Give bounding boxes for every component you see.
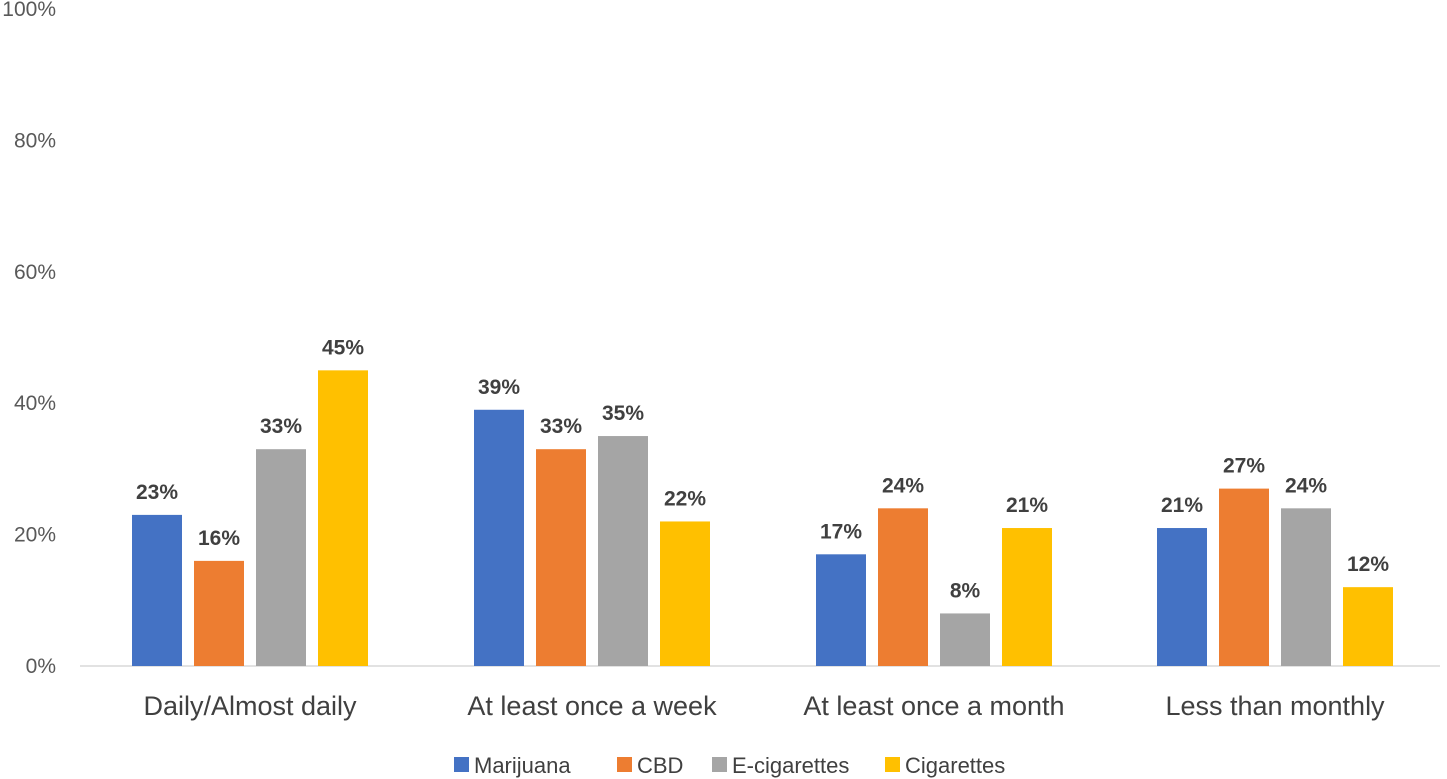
- data-label-cbd-less-than-monthly: 27%: [1223, 455, 1265, 478]
- legend: Marijuana CBD E-cigarettes Cigarettes: [454, 753, 1005, 778]
- data-label-marijuana-less-than-monthly: 21%: [1161, 494, 1203, 517]
- data-label-cbd-daily-almost-daily: 16%: [198, 527, 240, 550]
- legend-label-marijuana: Marijuana: [474, 753, 571, 778]
- bar-cbd-daily-almost-daily: [194, 560, 244, 666]
- data-label-marijuana-daily-almost-daily: 23%: [136, 481, 178, 504]
- bar-e-cigarettes-at-least-once-a-week: [598, 436, 648, 666]
- y-tick-label-80: 80%: [14, 129, 56, 152]
- bar-marijuana-at-least-once-a-week: [474, 409, 524, 666]
- x-tick-label-at-least-once-a-month: At least once a month: [803, 691, 1064, 721]
- bar-e-cigarettes-less-than-monthly: [1281, 508, 1331, 666]
- bar-marijuana-daily-almost-daily: [132, 514, 182, 666]
- x-tick-label-less-than-monthly: Less than monthly: [1165, 691, 1385, 721]
- y-tick-label-100: 100%: [2, 0, 56, 21]
- x-tick-label-daily-almost-daily: Daily/Almost daily: [143, 691, 357, 721]
- bar-marijuana-less-than-monthly: [1157, 528, 1207, 666]
- data-label-marijuana-at-least-once-a-month: 17%: [820, 520, 862, 543]
- bar-cigarettes-less-than-monthly: [1343, 587, 1393, 666]
- legend-swatch-e-cigarettes: [712, 757, 727, 772]
- data-label-marijuana-at-least-once-a-week: 39%: [478, 376, 520, 399]
- y-tick-label-60: 60%: [14, 261, 56, 284]
- y-tick-label-20: 20%: [14, 524, 56, 547]
- bars-group: [132, 370, 1393, 666]
- legend-swatch-cigarettes: [885, 757, 900, 772]
- y-axis-ticks: 0% 20% 40% 60% 80% 100%: [2, 0, 56, 678]
- bar-cigarettes-at-least-once-a-month: [1002, 528, 1052, 666]
- data-label-e-cigarettes-at-least-once-a-week: 35%: [602, 402, 644, 425]
- legend-label-e-cigarettes: E-cigarettes: [732, 753, 849, 778]
- data-label-e-cigarettes-less-than-monthly: 24%: [1285, 474, 1327, 497]
- y-tick-label-40: 40%: [14, 392, 56, 415]
- y-tick-label-0: 0%: [26, 655, 56, 678]
- bar-e-cigarettes-at-least-once-a-month: [940, 613, 990, 666]
- data-label-cbd-at-least-once-a-month: 24%: [882, 474, 924, 497]
- data-label-e-cigarettes-at-least-once-a-month: 8%: [950, 579, 981, 602]
- x-tick-label-at-least-once-a-week: At least once a week: [467, 691, 717, 721]
- bar-cigarettes-daily-almost-daily: [318, 370, 368, 666]
- data-label-cigarettes-at-least-once-a-month: 21%: [1006, 494, 1048, 517]
- bar-cbd-at-least-once-a-month: [878, 508, 928, 666]
- data-label-cigarettes-daily-almost-daily: 45%: [322, 336, 364, 359]
- data-labels-group: 23% 16% 33% 45% 39% 33% 35% 22% 17% 24% 8% 21% 21% 27…: [136, 336, 1389, 602]
- x-axis-ticks: Daily/Almost daily At least once a week At…: [143, 691, 1385, 721]
- legend-swatch-marijuana: [454, 757, 469, 772]
- bar-cigarettes-at-least-once-a-week: [660, 521, 710, 666]
- bar-cbd-less-than-monthly: [1219, 488, 1269, 666]
- legend-label-cbd: CBD: [637, 753, 683, 778]
- data-label-cigarettes-at-least-once-a-week: 22%: [664, 487, 706, 510]
- data-label-cigarettes-less-than-monthly: 12%: [1347, 553, 1389, 576]
- bar-marijuana-at-least-once-a-month: [816, 554, 866, 666]
- data-label-e-cigarettes-daily-almost-daily: 33%: [260, 415, 302, 438]
- bar-cbd-at-least-once-a-week: [536, 449, 586, 666]
- legend-swatch-cbd: [617, 757, 632, 772]
- data-label-cbd-at-least-once-a-week: 33%: [540, 415, 582, 438]
- legend-label-cigarettes: Cigarettes: [905, 753, 1005, 778]
- bar-e-cigarettes-daily-almost-daily: [256, 449, 306, 666]
